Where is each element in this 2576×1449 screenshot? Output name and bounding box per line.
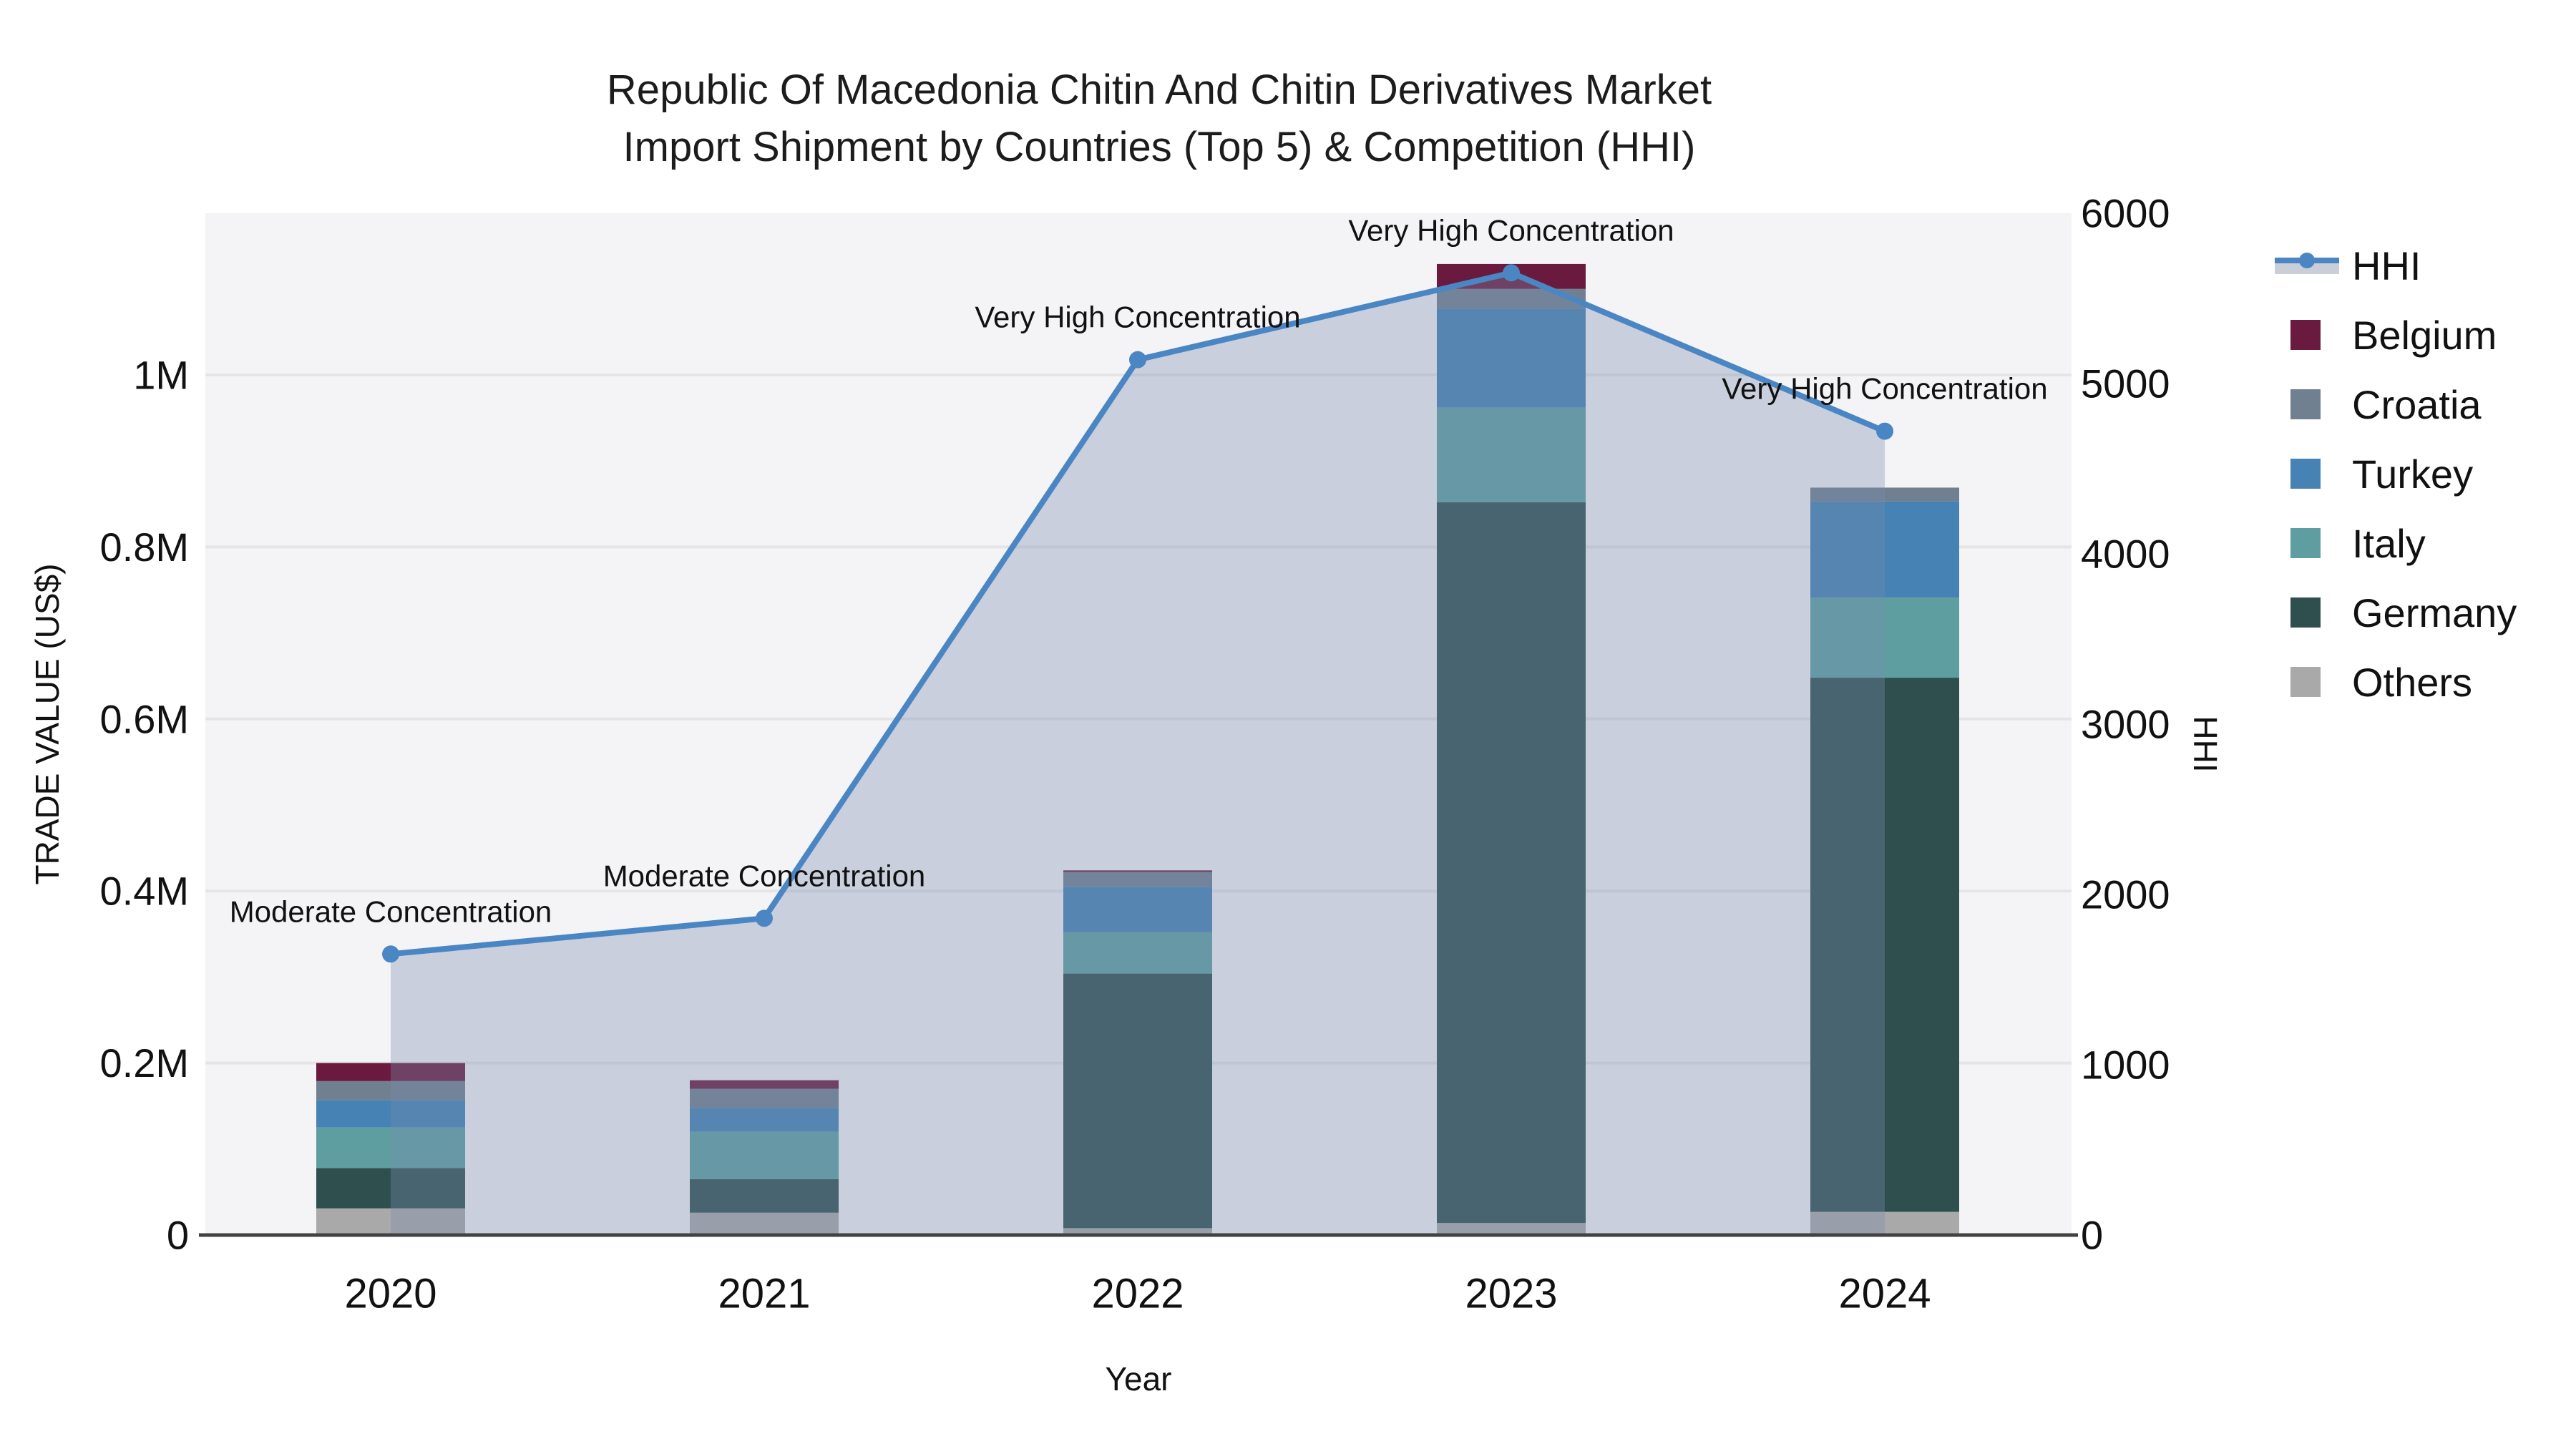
- right-tick-5000: 5000: [2081, 361, 2170, 406]
- hhi-annotation-2023: Very High Concentration: [1348, 213, 1674, 247]
- right-tick-2000: 2000: [2081, 872, 2170, 917]
- bar-2020-germany[interactable]: [316, 1168, 465, 1209]
- bar-2022-italy[interactable]: [1063, 932, 1212, 974]
- hhi-annotation-2021: Moderate Concentration: [603, 859, 926, 892]
- hhi-marker-2020[interactable]: [382, 945, 399, 963]
- x-tick-2024: 2024: [1838, 1271, 1931, 1317]
- bar-2022-croatia[interactable]: [1063, 872, 1212, 887]
- right-tick-4000: 4000: [2081, 532, 2170, 577]
- chart-title-line2: Import Shipment by Countries (Top 5) & C…: [623, 124, 1696, 170]
- legend: HHI Belgium Croatia Turkey Italy Germany Other…: [2275, 0, 2575, 1449]
- bar-2021-others[interactable]: [690, 1212, 839, 1235]
- legend-swatch-croatia: [2290, 389, 2321, 419]
- legend-swatch-belgium: [2290, 320, 2321, 350]
- left-axis-title: TRADE VALUE (US$): [29, 563, 66, 885]
- bar-2022-others[interactable]: [1063, 1228, 1212, 1235]
- legend-swatch-italy: [2290, 528, 2321, 558]
- left-tick-1M: 1M: [133, 352, 189, 397]
- right-axis-title: HHI: [2187, 716, 2224, 773]
- legend-swatch-germany: [2290, 597, 2321, 628]
- bar-2020-turkey[interactable]: [316, 1100, 465, 1128]
- legend-label-italy: Italy: [2352, 520, 2426, 566]
- hhi-marker-2024[interactable]: [1876, 422, 1893, 440]
- left-tick-0.8M: 0.8M: [100, 525, 190, 570]
- bar-2022-turkey[interactable]: [1063, 887, 1212, 932]
- hhi-annotation-2022: Very High Concentration: [975, 301, 1300, 334]
- bar-2024-turkey[interactable]: [1810, 501, 1959, 598]
- legend-label-turkey: Turkey: [2352, 451, 2474, 497]
- legend-label-germany: Germany: [2352, 590, 2517, 635]
- hhi-legend-marker-icon: [2299, 253, 2315, 268]
- bar-2024-others[interactable]: [1810, 1211, 1959, 1235]
- legend-swatch-others: [2290, 667, 2321, 697]
- bar-2021-belgium[interactable]: [690, 1080, 839, 1089]
- bar-2021-croatia[interactable]: [690, 1088, 839, 1108]
- x-tick-2023: 2023: [1465, 1271, 1557, 1317]
- right-tick-0: 0: [2081, 1213, 2103, 1258]
- left-tick-0: 0: [167, 1213, 189, 1258]
- bar-2022-belgium[interactable]: [1063, 870, 1212, 872]
- legend-swatch-turkey: [2290, 459, 2321, 489]
- hhi-marker-2022[interactable]: [1129, 351, 1146, 369]
- legend-label-croatia: Croatia: [2352, 381, 2482, 427]
- bar-2023-others[interactable]: [1437, 1223, 1586, 1235]
- legend-label-belgium: Belgium: [2352, 312, 2497, 358]
- hhi-area-fill: [391, 273, 1885, 1235]
- bar-2024-croatia[interactable]: [1810, 487, 1959, 502]
- bar-2024-germany[interactable]: [1810, 678, 1959, 1212]
- hhi-marker-2021[interactable]: [756, 909, 773, 927]
- x-axis-title: Year: [1105, 1360, 1172, 1397]
- hhi-legend-sample: [2275, 250, 2339, 280]
- left-tick-0.6M: 0.6M: [100, 696, 190, 741]
- bar-2020-italy[interactable]: [316, 1127, 465, 1169]
- bar-2021-turkey[interactable]: [690, 1108, 839, 1132]
- bar-2021-germany[interactable]: [690, 1179, 839, 1213]
- x-tick-2020: 2020: [344, 1271, 436, 1317]
- bar-2023-germany[interactable]: [1437, 502, 1586, 1224]
- bar-2023-turkey[interactable]: [1437, 308, 1586, 408]
- hhi-annotation-2024: Very High Concentration: [1722, 372, 2047, 406]
- bar-2022-germany[interactable]: [1063, 973, 1212, 1229]
- legend-label-others: Others: [2352, 659, 2473, 705]
- chart-title-line1: Republic Of Macedonia Chitin And Chitin …: [606, 67, 1712, 113]
- bar-2020-others[interactable]: [316, 1208, 465, 1235]
- right-tick-1000: 1000: [2081, 1043, 2170, 1088]
- right-tick-3000: 3000: [2081, 702, 2170, 747]
- hhi-marker-2023[interactable]: [1503, 264, 1520, 282]
- bar-2024-italy[interactable]: [1810, 597, 1959, 678]
- x-tick-2021: 2021: [718, 1271, 810, 1317]
- right-tick-6000: 6000: [2081, 191, 2170, 236]
- bar-2020-croatia[interactable]: [316, 1080, 465, 1101]
- bar-2023-italy[interactable]: [1437, 407, 1586, 502]
- bar-2021-italy[interactable]: [690, 1131, 839, 1179]
- x-tick-2022: 2022: [1091, 1271, 1184, 1317]
- left-tick-0.4M: 0.4M: [100, 869, 190, 914]
- hhi-annotation-2020: Moderate Concentration: [230, 894, 552, 928]
- left-tick-0.2M: 0.2M: [100, 1040, 190, 1085]
- legend-label-hhi: HHI: [2352, 243, 2421, 288]
- bar-2020-belgium[interactable]: [316, 1063, 465, 1081]
